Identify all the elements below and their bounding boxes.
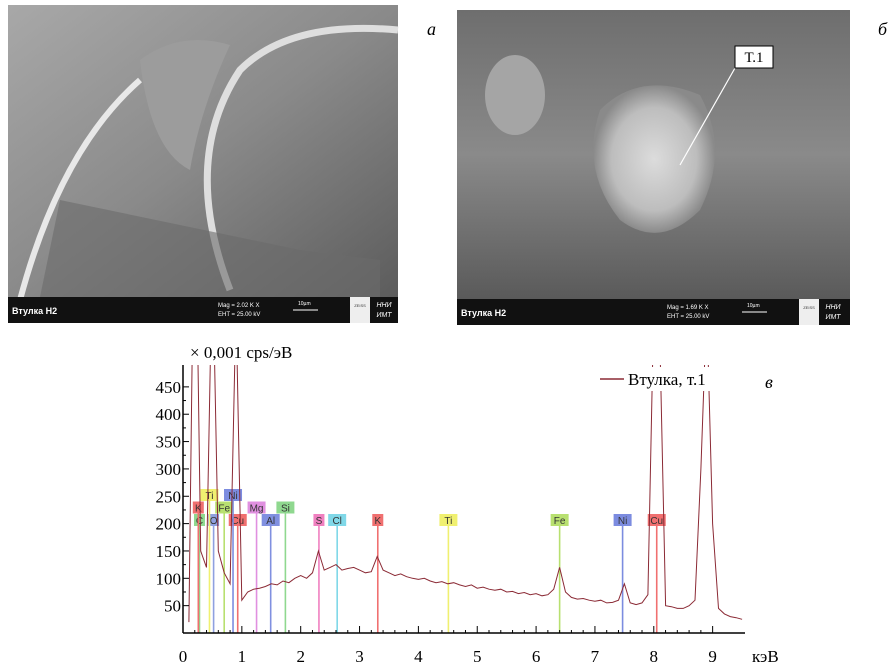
marker-box [550,514,569,526]
lab-name: ННИ [376,302,392,309]
lab-name: ННИ [825,304,841,311]
x-tick-label: 8 [650,647,659,666]
y-tick-label: 350 [156,433,182,452]
marker-box [193,514,205,526]
scale-bar-label: 10µm [298,301,311,307]
marker-box [372,514,384,526]
marker-label: Cu [231,516,244,527]
marker-box [215,501,234,514]
x-tick-label: 1 [238,647,247,666]
y-axis-label: × 0,001 cps/эВ [190,343,292,362]
marker-label: S [316,516,323,527]
spectrum-line [188,365,743,623]
x-tick-label: 0 [179,647,188,666]
marker-label: Ti [205,491,213,502]
scale-bar-label: 10µm [747,303,760,309]
marker-box [192,501,204,514]
marker-box [200,489,219,501]
y-tick-label: 300 [156,460,182,479]
marker-box [328,514,347,526]
x-tick-label: 3 [355,647,364,666]
y-tick-label: 200 [156,515,182,534]
eht: EHT = 25.00 kV [667,314,709,320]
point-annotation: Т.1 [745,50,764,66]
y-tick-label: 50 [164,597,181,616]
marker-box [247,501,266,514]
x-tick-label: 6 [532,647,541,666]
brand-box [350,297,370,323]
y-tick-label: 150 [156,542,182,561]
marker-box [439,514,458,526]
marker-label: Fe [218,504,230,515]
image-caption: Втулка Н2 [461,308,506,318]
marker-box [313,514,325,526]
marker-label: Cu [650,516,663,527]
sem-image-a [8,5,399,323]
y-tick-label: 450 [156,378,182,397]
marker-label: C [196,516,203,527]
x-tick-label: 2 [296,647,305,666]
marker-box [224,489,243,501]
brand: ZEISS [803,305,815,310]
eht: EHT = 25.00 kV [218,312,260,318]
marker-label: Si [281,504,290,515]
x-tick-label: 5 [473,647,482,666]
marker-label: Cl [332,516,341,527]
x-tick-label: 9 [708,647,717,666]
panel-label: б [878,19,888,39]
marker-box [613,514,632,526]
marker-box [647,514,666,526]
magnification: Mag = 2.02 K X [218,303,260,309]
lab-name: ИМТ [376,312,392,319]
marker-box [208,514,220,526]
brand: ZEISS [354,303,366,308]
marker-label: Al [266,516,275,527]
x-tick-label: 4 [414,647,423,666]
marker-label: Mg [250,504,264,515]
lab-name: ИМТ [825,314,841,321]
marker-label: Ti [444,516,452,527]
marker-label: O [210,516,218,527]
y-tick-label: 250 [156,487,182,506]
x-tick-label: 7 [591,647,600,666]
marker-label: Fe [554,516,566,527]
brand-box [799,299,819,325]
panel-label: в [765,372,773,392]
x-axis-label: кэВ [752,647,779,666]
magnification: Mag = 1.69 K X [667,305,709,311]
panel-label: а [427,19,436,39]
image-caption: Втулка Н2 [12,306,57,316]
y-tick-label: 100 [156,569,182,588]
marker-box [261,514,280,526]
sem-image-b [457,10,850,325]
marker-label: Ni [618,516,627,527]
legend-label: Втулка, т.1 [628,370,706,389]
y-tick-label: 400 [156,405,182,424]
marker-label: K [374,516,381,527]
marker-box [276,501,295,514]
marker-label: K [195,504,202,515]
marker-label: Ni [228,491,237,502]
